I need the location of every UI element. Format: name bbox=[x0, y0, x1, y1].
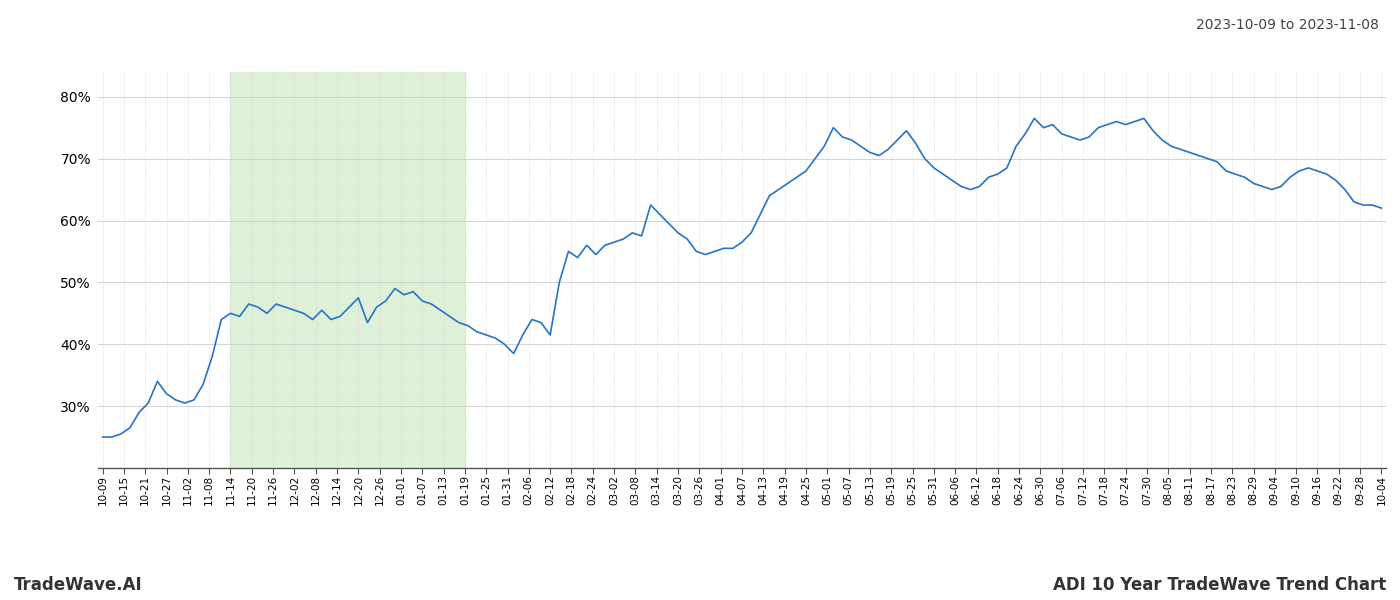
Text: 2023-10-09 to 2023-11-08: 2023-10-09 to 2023-11-08 bbox=[1196, 18, 1379, 32]
Bar bbox=[231, 72, 465, 468]
Text: TradeWave.AI: TradeWave.AI bbox=[14, 576, 143, 594]
Text: ADI 10 Year TradeWave Trend Chart: ADI 10 Year TradeWave Trend Chart bbox=[1053, 576, 1386, 594]
